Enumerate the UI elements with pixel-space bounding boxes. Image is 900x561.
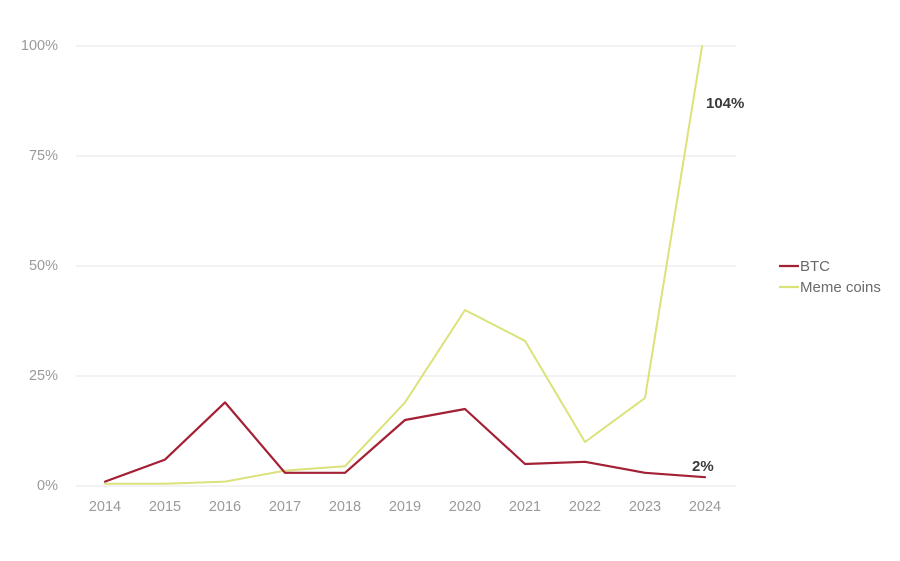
svg-text:25%: 25% <box>29 368 58 384</box>
svg-text:2021: 2021 <box>509 499 541 515</box>
svg-text:2018: 2018 <box>329 499 361 515</box>
svg-text:100%: 100% <box>21 38 58 54</box>
svg-text:2014: 2014 <box>89 499 121 515</box>
svg-text:2022: 2022 <box>569 499 601 515</box>
svg-text:104%: 104% <box>706 95 744 112</box>
svg-text:0%: 0% <box>37 478 58 494</box>
svg-text:2020: 2020 <box>449 499 481 515</box>
svg-text:2023: 2023 <box>629 499 661 515</box>
svg-text:Meme coins: Meme coins <box>800 279 881 296</box>
svg-text:2017: 2017 <box>269 499 301 515</box>
svg-text:BTC: BTC <box>800 258 830 275</box>
svg-text:50%: 50% <box>29 258 58 274</box>
svg-text:75%: 75% <box>29 148 58 164</box>
svg-text:2%: 2% <box>692 458 714 475</box>
svg-text:2016: 2016 <box>209 499 241 515</box>
svg-text:2024: 2024 <box>689 499 721 515</box>
svg-text:2015: 2015 <box>149 499 181 515</box>
svg-text:2019: 2019 <box>389 499 421 515</box>
